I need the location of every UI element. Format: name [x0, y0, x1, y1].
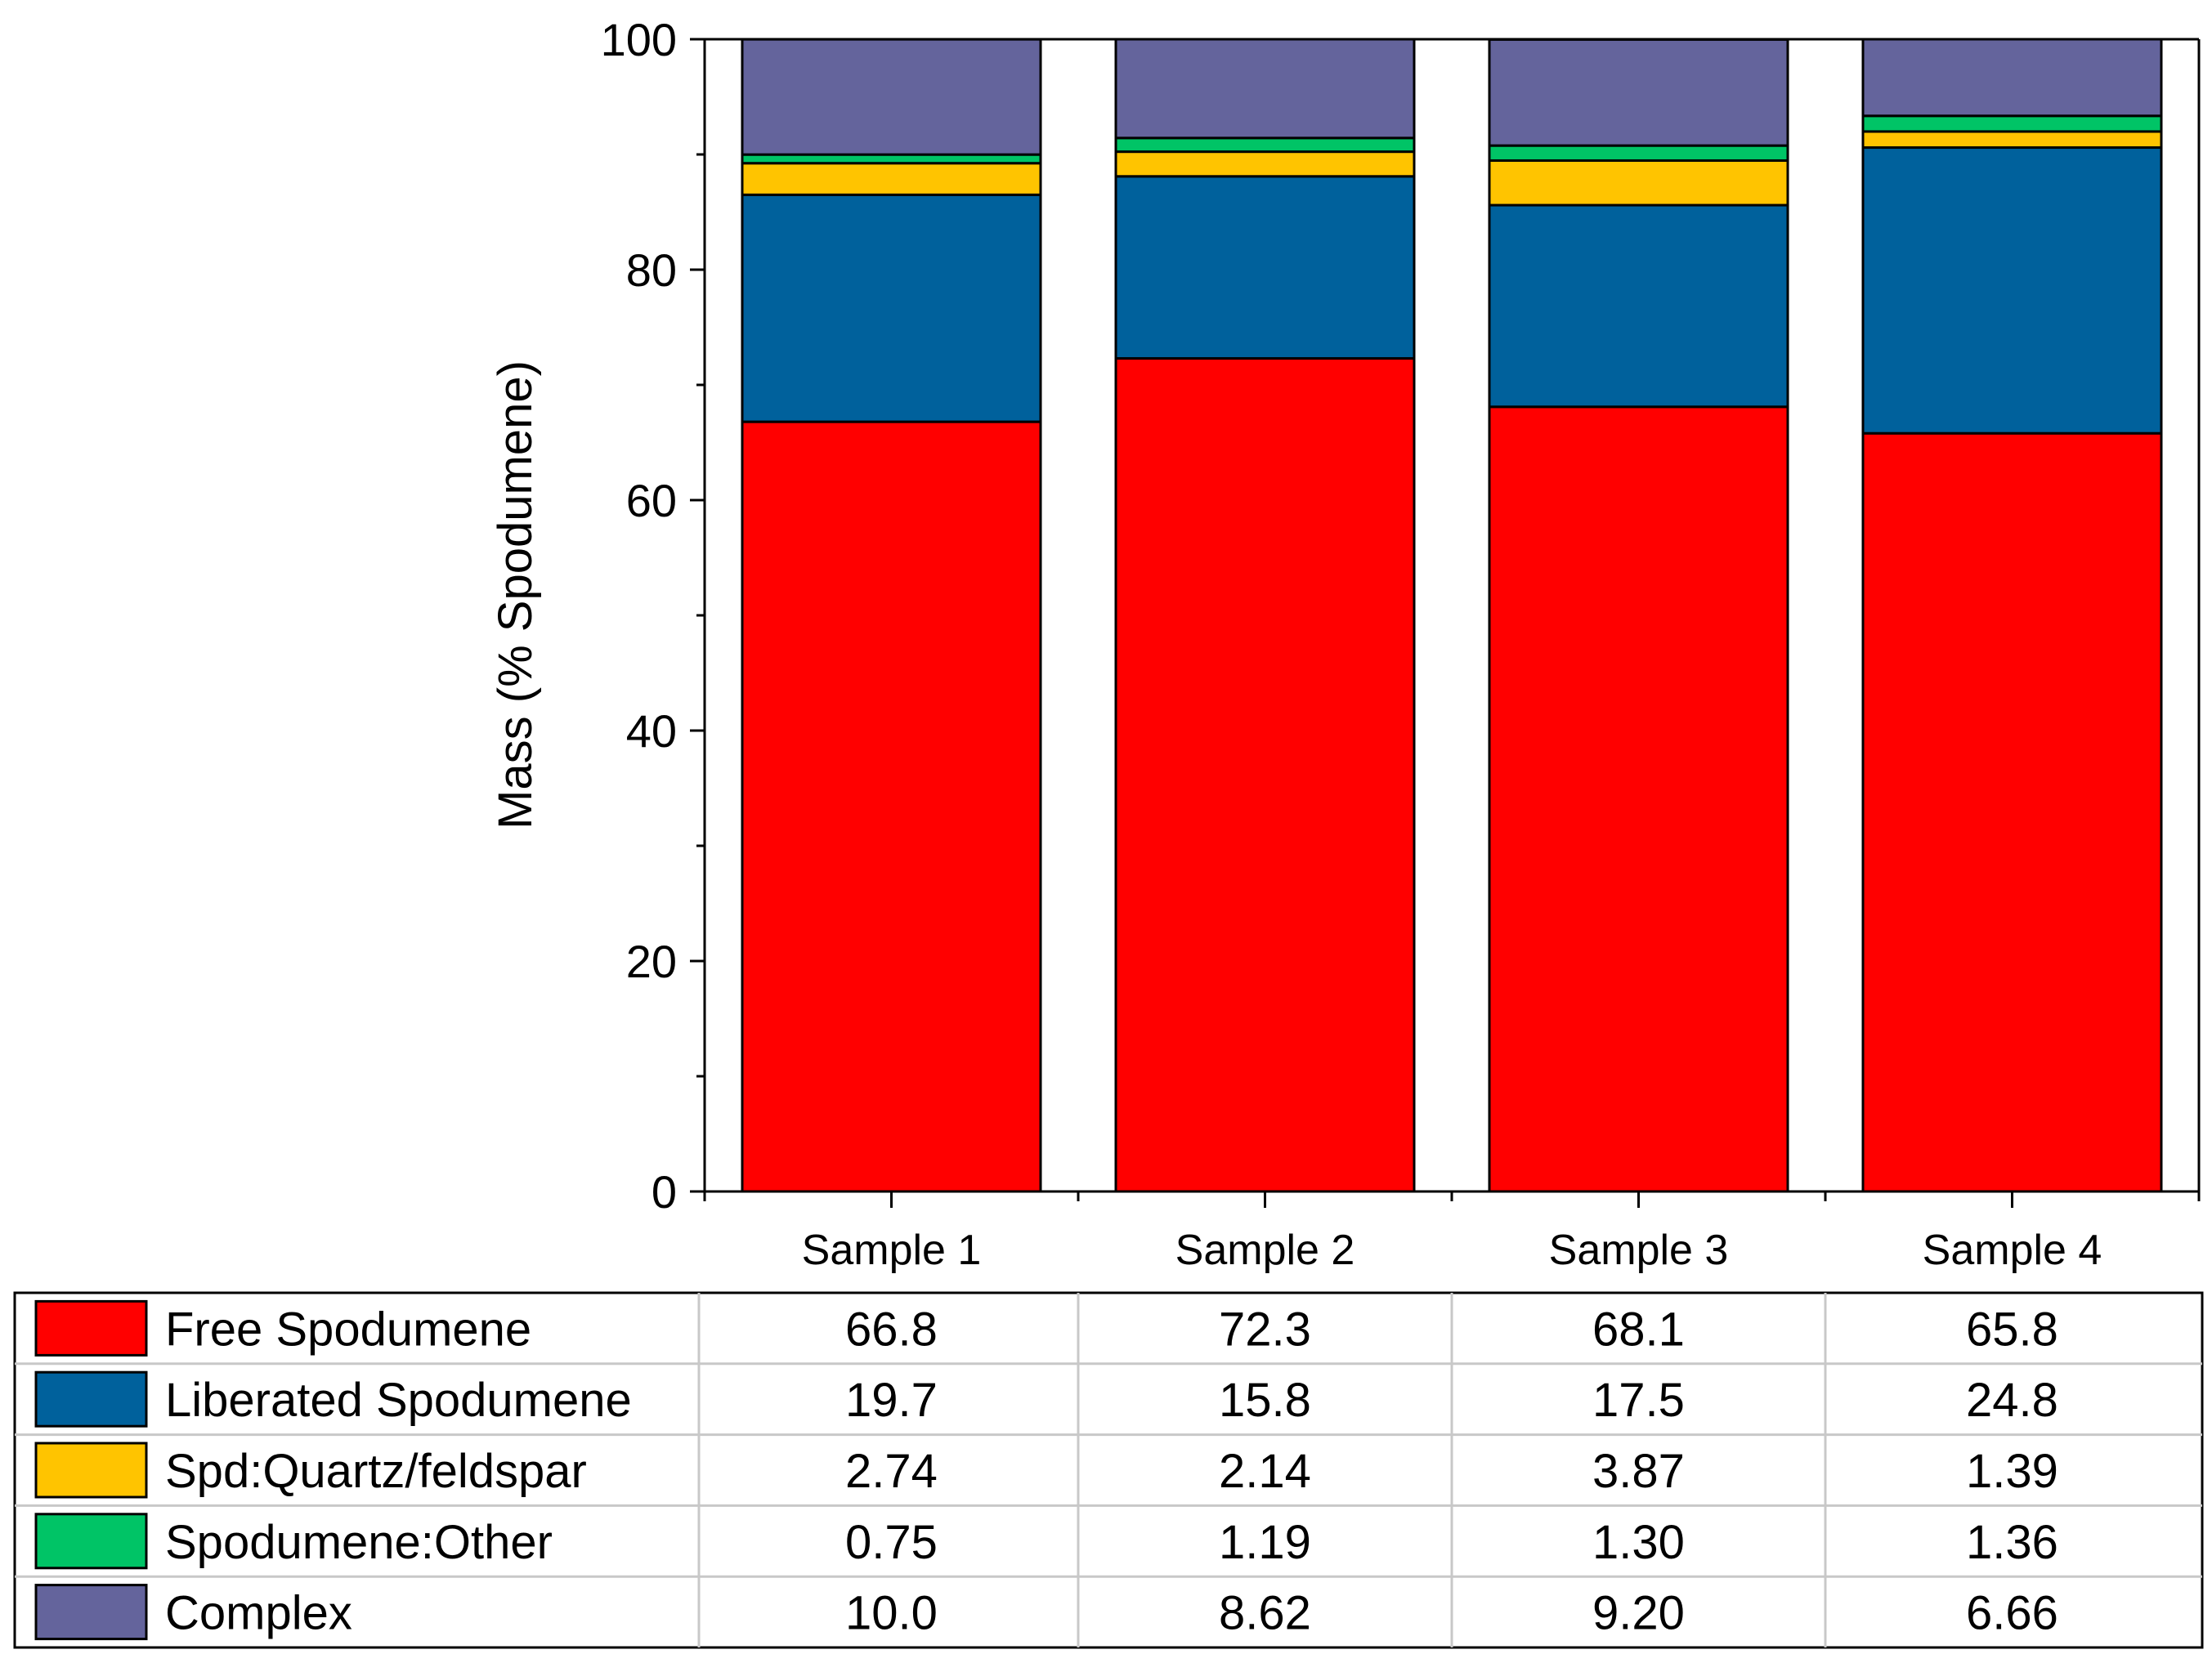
bar-segment — [1116, 177, 1414, 359]
table-value: 6.66 — [1966, 1587, 2058, 1640]
x-tick-label: Sample 1 — [802, 1227, 982, 1274]
bar-segment — [1863, 433, 2161, 1191]
table-value: 65.8 — [1966, 1303, 2058, 1356]
bars-group — [742, 39, 2161, 1191]
table-value: 19.7 — [845, 1374, 938, 1427]
table-value: 1.36 — [1966, 1516, 2058, 1569]
y-tick-label: 40 — [626, 705, 677, 757]
y-tick-label: 0 — [652, 1166, 677, 1218]
bar-segment — [1863, 132, 2161, 148]
table-value: 0.75 — [845, 1516, 938, 1569]
bar-segment — [1863, 39, 2161, 116]
table-value: 2.74 — [845, 1445, 938, 1498]
y-tick-label: 80 — [626, 244, 677, 296]
bar-segment — [1863, 116, 2161, 132]
table-value: 9.20 — [1592, 1587, 1685, 1640]
y-tick-label: 60 — [626, 475, 677, 526]
data-table: Free Spodumene 66.8 72.3 68.1 65.8 Liberated … — [15, 1293, 2202, 1647]
legend-label: Complex — [165, 1587, 352, 1640]
x-tick-label: Sample 3 — [1549, 1227, 1729, 1274]
table-value: 24.8 — [1966, 1374, 2058, 1427]
table-value: 1.39 — [1966, 1445, 2058, 1498]
legend-swatch — [36, 1514, 146, 1568]
bar-segment — [1116, 152, 1414, 177]
legend-swatch — [36, 1301, 146, 1355]
x-tick-label: Sample 2 — [1175, 1227, 1355, 1274]
legend-swatch — [36, 1585, 146, 1639]
table-value: 1.19 — [1219, 1516, 1311, 1569]
x-tick-labels: Sample 1 Sample 2 Sample 3 Sample 4 — [802, 1227, 2102, 1274]
legend-swatch — [36, 1443, 146, 1497]
table-value: 8.62 — [1219, 1587, 1311, 1640]
legend-swatch — [36, 1372, 146, 1426]
bar-segment — [1863, 148, 2161, 434]
bar-segment — [1116, 138, 1414, 152]
bar-segment — [1489, 145, 1788, 160]
table-value: 17.5 — [1592, 1374, 1685, 1427]
bar-segment — [742, 194, 1041, 422]
bar-segment — [1489, 205, 1788, 407]
y-axis-label: Mass (% Spodumene) — [489, 360, 542, 829]
table-value: 72.3 — [1219, 1303, 1311, 1356]
legend-label: Free Spodumene — [165, 1303, 531, 1356]
x-tick-label: Sample 4 — [1923, 1227, 2102, 1274]
y-tick-label: 100 — [601, 14, 677, 65]
table-value: 3.87 — [1592, 1445, 1685, 1498]
bar-segment — [1489, 160, 1788, 205]
legend-label: Spodumene:Other — [165, 1516, 553, 1569]
legend-label: Spd:Quartz/feldspar — [165, 1445, 587, 1498]
bar-segment — [742, 39, 1041, 154]
table-value: 66.8 — [845, 1303, 938, 1356]
bar-segment — [742, 154, 1041, 163]
bar-segment — [742, 422, 1041, 1191]
table-value: 15.8 — [1219, 1374, 1311, 1427]
bar-segment — [1489, 39, 1788, 145]
bar-segment — [1489, 407, 1788, 1191]
bar-segment — [742, 163, 1041, 195]
legend-label: Liberated Spodumene — [165, 1374, 632, 1427]
table-value: 1.30 — [1592, 1516, 1685, 1569]
bar-segment — [1116, 359, 1414, 1191]
y-tick-label: 20 — [626, 936, 677, 987]
table-value: 68.1 — [1592, 1303, 1685, 1356]
table-value: 2.14 — [1219, 1445, 1311, 1498]
table-value: 10.0 — [845, 1587, 938, 1640]
bar-segment — [1116, 39, 1414, 138]
